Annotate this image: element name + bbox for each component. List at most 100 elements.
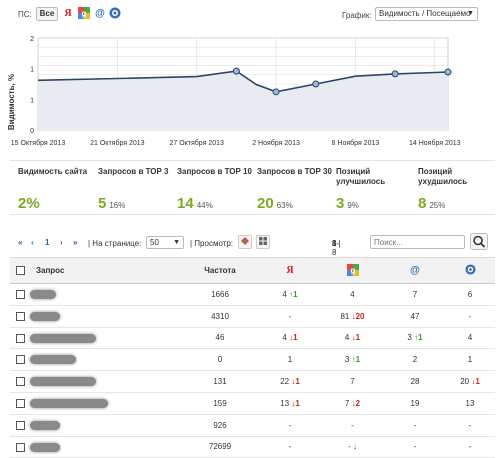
- query-header[interactable]: Запрос: [30, 257, 180, 284]
- stats-panel: Видимость сайта 2% Запросов в ТОР 3 5 16%…: [10, 160, 495, 215]
- google-position-cell: 7 ↓2: [320, 392, 385, 415]
- per-page-select[interactable]: 50 ▼: [146, 236, 184, 249]
- rambler-position-cell: 6: [445, 283, 495, 306]
- rambler-icon[interactable]: [109, 7, 121, 21]
- row-checkbox[interactable]: [15, 290, 25, 300]
- graph-select-value: Видимость / Посещаемо: [379, 9, 471, 18]
- google-position-cell: - ↓: [320, 436, 385, 458]
- prev-page-button[interactable]: ‹: [31, 238, 34, 247]
- query-text-blurred[interactable]: [30, 442, 60, 452]
- row-checkbox[interactable]: [15, 399, 25, 409]
- all-engines-button[interactable]: Все: [36, 7, 58, 21]
- yandex-header[interactable]: Я: [260, 257, 320, 284]
- row-checkbox[interactable]: [15, 442, 25, 452]
- query-text-blurred[interactable]: [30, 399, 108, 409]
- table-row[interactable]: 4310- 81 ↓20 47 -: [10, 305, 495, 328]
- rambler-header[interactable]: [445, 257, 495, 284]
- stat-title: Позиций ухудшилось: [418, 167, 468, 186]
- chart-x-tick: 8 Ноября 2013: [332, 139, 380, 147]
- chart-point: [232, 67, 240, 75]
- stat-top30: Запросов в ТОР 30 20 63%: [257, 167, 337, 212]
- query-text-blurred[interactable]: [30, 377, 96, 387]
- table-row[interactable]: 46 4 ↓1 4 ↓1 3 ↑1 4: [10, 327, 495, 350]
- row-select-cell: [10, 370, 30, 393]
- stat-value: 14 44%: [177, 195, 213, 212]
- view-grid-icon[interactable]: [256, 235, 270, 249]
- table-row[interactable]: 131 22 ↓1 7 28 20 ↓1: [10, 370, 495, 393]
- first-page-button[interactable]: «: [18, 238, 23, 247]
- google-header[interactable]: g: [320, 257, 385, 284]
- table-row[interactable]: 1666 4 ↑1 4 7 6: [10, 283, 495, 306]
- select-all-cell: [10, 257, 30, 284]
- table-row[interactable]: 72699- - ↓ - -: [10, 436, 495, 458]
- chart-y-tick: 1: [30, 67, 34, 74]
- stat-value: 20 63%: [257, 195, 293, 212]
- rambler-icon: [464, 264, 476, 275]
- frequency-header[interactable]: Частота: [180, 257, 260, 284]
- search-button[interactable]: [470, 233, 488, 250]
- mail-header[interactable]: @: [385, 257, 445, 284]
- view-label: | Просмотр:: [190, 239, 234, 248]
- chart-y-tick: 1: [30, 97, 34, 104]
- query-cell: [30, 392, 180, 415]
- stat-value: 8 25%: [418, 195, 446, 212]
- graph-type-select[interactable]: Видимость / Посещаемо ▼: [375, 7, 478, 21]
- mail-position-cell: -: [385, 414, 445, 437]
- yandex-icon[interactable]: Я: [64, 8, 72, 19]
- graph-label: График:: [342, 11, 372, 20]
- view-colored-icon[interactable]: [238, 235, 252, 249]
- frequency-cell: 72699: [180, 436, 260, 458]
- stat-value: 3 9%: [336, 195, 359, 212]
- google-icon: g: [346, 263, 359, 276]
- row-checkbox[interactable]: [15, 333, 25, 343]
- chart-x-tick: 14 Ноября 2013: [409, 139, 461, 147]
- mail-position-cell: 28: [385, 370, 445, 393]
- mail-position-cell: -: [385, 436, 445, 458]
- yandex-position-cell: 4 ↓1: [260, 327, 320, 350]
- table-header-row: Запрос Частота Я g @: [10, 257, 495, 284]
- query-text-blurred[interactable]: [30, 355, 76, 365]
- rambler-position-cell: 20 ↓1: [445, 370, 495, 393]
- query-text-blurred[interactable]: [30, 333, 96, 343]
- last-page-button[interactable]: »: [73, 238, 78, 247]
- query-cell: [30, 414, 180, 437]
- frequency-cell: 131: [180, 370, 260, 393]
- frequency-cell: 46: [180, 327, 260, 350]
- per-page-value: 50: [150, 238, 159, 247]
- mail-position-cell: 19: [385, 392, 445, 415]
- query-text-blurred[interactable]: [30, 311, 60, 321]
- mail-position-cell: 2: [385, 348, 445, 372]
- query-cell: [30, 348, 180, 372]
- rambler-position-cell: -: [445, 414, 495, 437]
- stat-visibility: Видимость сайта 2%: [18, 167, 98, 212]
- next-page-button[interactable]: ›: [60, 238, 63, 247]
- search-input[interactable]: [370, 235, 465, 249]
- row-checkbox[interactable]: [15, 377, 25, 387]
- google-position-cell: 7: [320, 370, 385, 393]
- search-icon: [473, 235, 486, 248]
- row-checkbox[interactable]: [15, 311, 25, 321]
- google-position-cell: 4 ↓1: [320, 327, 385, 350]
- chart-x-tick: 15 Октября 2013: [11, 139, 66, 147]
- svg-text:g: g: [350, 266, 355, 275]
- query-cell: [30, 327, 180, 350]
- range-text: 1-8 из 8 |: [332, 239, 341, 266]
- select-all-checkbox[interactable]: [15, 266, 25, 276]
- chart-point: [391, 70, 399, 78]
- row-checkbox[interactable]: [15, 355, 25, 365]
- query-text-blurred[interactable]: [30, 290, 56, 300]
- table-row[interactable]: 926- - - -: [10, 414, 495, 437]
- mail-position-cell: 7: [385, 283, 445, 306]
- query-cell: [30, 283, 180, 306]
- query-text-blurred[interactable]: [30, 420, 60, 430]
- google-icon[interactable]: g: [78, 7, 90, 21]
- mail-icon[interactable]: @: [95, 8, 105, 19]
- frequency-cell: 0: [180, 348, 260, 372]
- table-row[interactable]: 159 13 ↓1 7 ↓2 19 13: [10, 392, 495, 415]
- row-checkbox[interactable]: [15, 420, 25, 430]
- chart-x-tick: 27 Октября 2013: [169, 139, 224, 147]
- current-page[interactable]: 1: [45, 238, 50, 247]
- mail-position-cell: 3 ↑1: [385, 327, 445, 350]
- stat-improved: Позиций улучшилось 3 9%: [336, 167, 416, 212]
